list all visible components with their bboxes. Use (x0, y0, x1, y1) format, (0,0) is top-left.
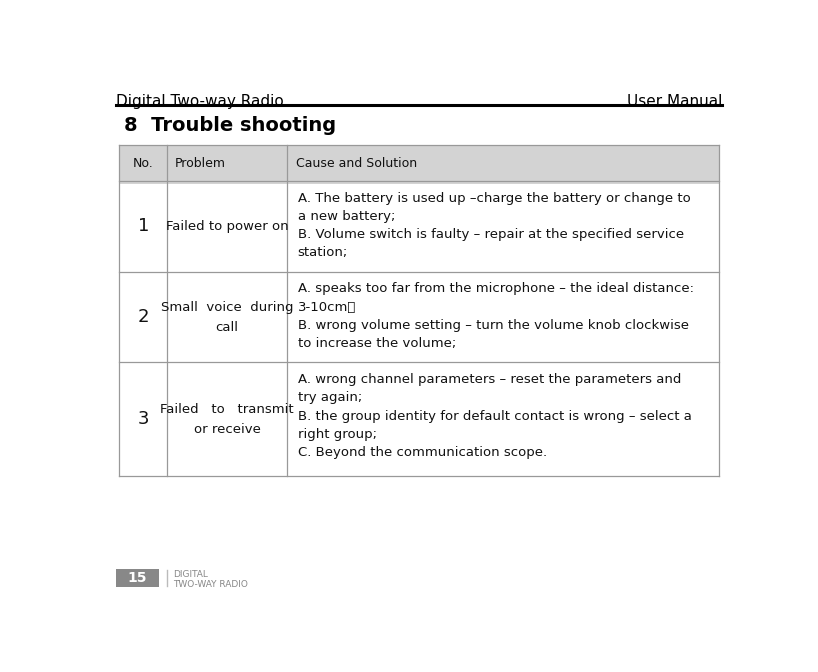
Text: A. The battery is used up –charge the battery or change to
a new battery;
B. Vol: A. The battery is used up –charge the ba… (298, 192, 690, 259)
Text: 1: 1 (137, 217, 149, 235)
Text: 8  Trouble shooting: 8 Trouble shooting (124, 116, 336, 135)
Text: Small  voice  during
call: Small voice during call (161, 300, 294, 333)
Text: Failed to power on: Failed to power on (166, 220, 288, 233)
Text: User Manual: User Manual (627, 93, 722, 109)
Text: TWO-WAY RADIO: TWO-WAY RADIO (173, 579, 248, 589)
Text: DIGITAL: DIGITAL (173, 571, 208, 579)
Text: 2: 2 (137, 308, 149, 326)
Text: Problem: Problem (175, 157, 226, 169)
Bar (119, 145, 719, 181)
Bar (119, 145, 719, 184)
Text: 15: 15 (128, 571, 147, 585)
Text: Digital Two-way Radio: Digital Two-way Radio (116, 93, 284, 109)
Text: 3: 3 (137, 411, 149, 429)
Text: A. speaks too far from the microphone – the ideal distance:
3-10cm；
B. wrong vol: A. speaks too far from the microphone – … (298, 282, 694, 350)
Text: Cause and Solution: Cause and Solution (296, 157, 417, 169)
Text: A. wrong channel parameters – reset the parameters and
try again;
B. the group i: A. wrong channel parameters – reset the … (298, 373, 691, 459)
Text: Failed   to   transmit
or receive: Failed to transmit or receive (160, 403, 294, 436)
Text: No.: No. (133, 157, 154, 169)
Bar (116, 569, 159, 587)
